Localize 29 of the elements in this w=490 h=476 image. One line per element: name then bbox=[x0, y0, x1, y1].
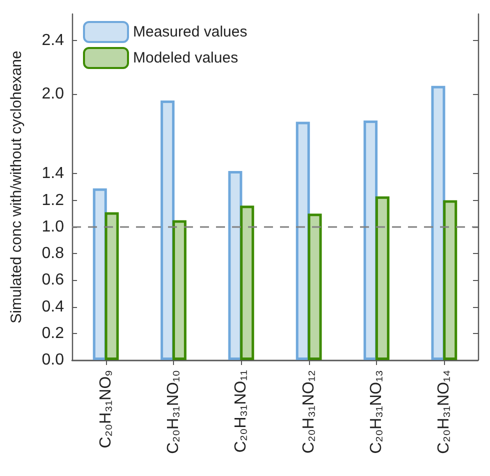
x-tick-label: C₂₀H₃₁NO₁₄ bbox=[436, 370, 453, 454]
bar bbox=[308, 214, 322, 360]
bar bbox=[296, 122, 310, 360]
x-tick-label: C₂₀H₃₁NO₁₃ bbox=[368, 370, 385, 454]
bar bbox=[364, 120, 378, 360]
y-tick-label: 0.2 bbox=[42, 324, 64, 342]
bar bbox=[431, 86, 446, 360]
legend-label: Modeled values bbox=[133, 50, 238, 66]
y-tick-label: 0.0 bbox=[42, 352, 64, 368]
y-tick-label: 0.6 bbox=[42, 272, 64, 289]
y-tick-label: 2.4 bbox=[42, 32, 64, 50]
legend-label: Measured values bbox=[133, 24, 248, 40]
x-tick-label: C₂₀H₃₁NO₁₁ bbox=[232, 370, 250, 453]
y-tick-label: 2.0 bbox=[42, 85, 64, 102]
x-tick-label: C₂₀H₃₁NO₁₂ bbox=[300, 370, 318, 454]
y-tick-label: 1.2 bbox=[42, 192, 64, 209]
bar bbox=[443, 200, 458, 360]
bar bbox=[172, 220, 186, 360]
y-tick-label: 0.4 bbox=[42, 298, 64, 316]
y-tick-label: 1.4 bbox=[42, 165, 64, 182]
bar bbox=[375, 196, 390, 360]
bar bbox=[240, 206, 254, 360]
y-tick-label: 0.8 bbox=[42, 245, 64, 262]
y-tick-label: 1.0 bbox=[42, 218, 64, 236]
bar bbox=[104, 212, 119, 360]
x-tick-label: C₂₀H₃₁NO₉ bbox=[97, 370, 114, 448]
bar bbox=[160, 100, 175, 360]
x-tick-label: C₂₀H₃₁NO₁₀ bbox=[165, 370, 182, 454]
y-axis-title: Simulated conc with/without cyclohexane bbox=[8, 50, 25, 324]
